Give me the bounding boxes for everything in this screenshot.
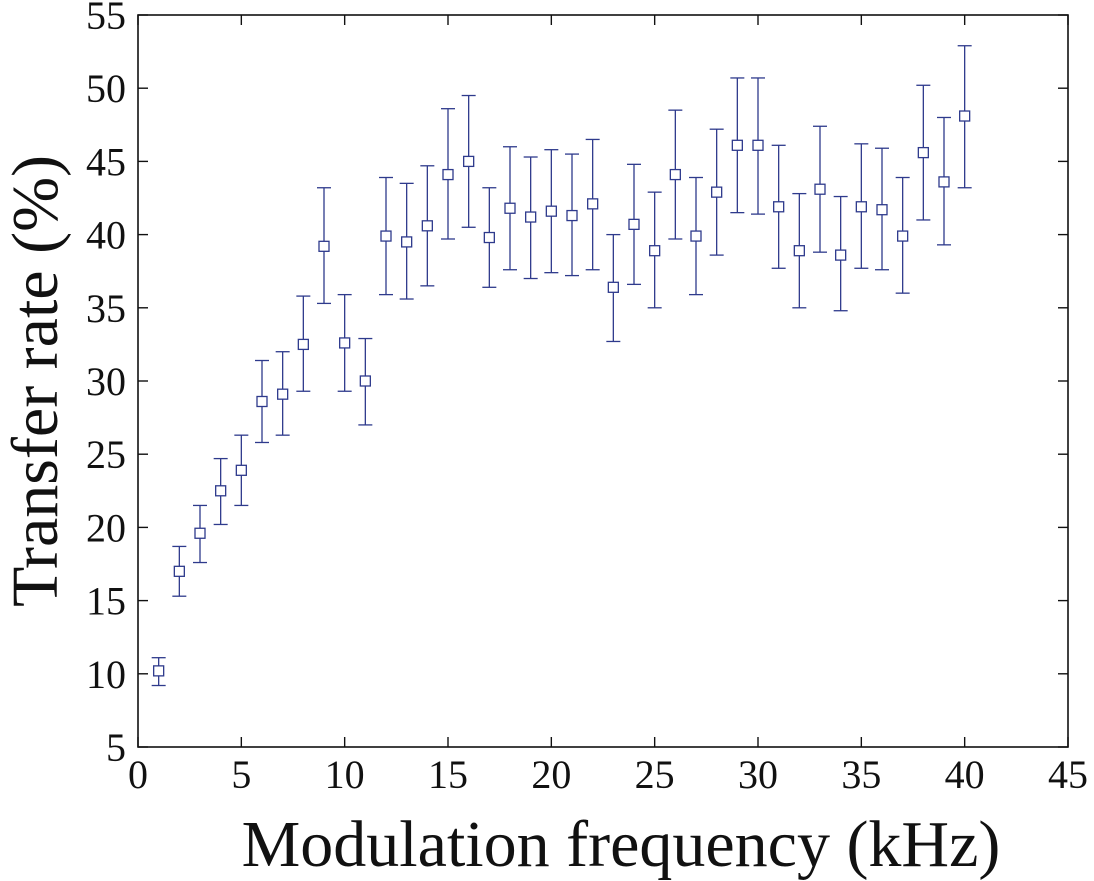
data-point-marker [876,204,888,216]
data-point-marker [545,205,557,217]
data-point-marker [194,527,206,539]
data-point-marker [690,230,702,242]
data-point-marker [566,209,578,222]
x-tick-label: 40 [945,752,985,797]
data-point-marker [504,202,516,214]
y-axis-title: Transfer rate (%) [0,155,72,607]
y-tick-label: 15 [86,579,126,624]
data-point-marker [215,485,227,497]
data-point-marker [607,281,619,293]
data-point-marker [731,139,743,151]
y-tick-label: 10 [86,652,126,697]
data-point-marker [463,155,475,168]
x-axis-title: Modulation frequency (kHz) [242,808,1001,881]
data-point-marker [525,211,537,223]
data-point-marker [855,201,867,213]
data-point-marker [649,245,661,257]
data-point-marker [318,240,330,252]
data-point-marker [938,176,950,188]
y-tick-label: 35 [86,286,126,331]
data-point-marker [959,110,971,122]
x-tick-label: 35 [841,752,881,797]
data-point-marker [752,139,764,151]
x-tick-label: 20 [531,752,571,797]
data-point-marker [669,168,681,181]
data-point-marker [380,230,392,242]
data-point-marker [401,236,413,248]
data-point-marker [773,201,785,213]
data-point-marker [628,218,640,231]
y-tick-label: 40 [86,213,126,258]
data-point-marker [587,198,599,210]
data-point-marker [235,464,247,476]
x-tick-label: 5 [231,752,251,797]
x-tick-label: 45 [1048,752,1088,797]
plot-frame [137,14,1069,748]
data-point-marker [483,231,495,244]
data-point-marker [173,565,185,577]
x-tick-label: 30 [738,752,778,797]
y-tick-label: 5 [106,725,126,770]
data-point-marker [153,665,165,677]
data-point-marker [339,337,351,349]
y-tick-label: 20 [86,505,126,550]
data-points [151,45,972,687]
x-tick-label: 15 [428,752,468,797]
data-point-marker [442,168,454,181]
x-tick-label: 0 [128,752,148,797]
data-point-marker [421,220,433,232]
data-point-marker [711,186,723,198]
data-point-marker [277,388,289,400]
data-point-marker [917,146,929,159]
data-point-marker [297,338,309,351]
x-tick-label: 10 [325,752,365,797]
y-tick-label: 30 [86,359,126,404]
y-tick-label: 55 [86,0,126,38]
data-point-marker [793,245,805,257]
data-point-marker [256,395,268,408]
y-tick-label: 50 [86,66,126,111]
data-point-marker [835,249,847,261]
data-point-marker [814,183,826,195]
y-tick-label: 25 [86,432,126,477]
y-tick-label: 45 [86,139,126,184]
data-point-marker [897,230,909,242]
data-point-marker [359,375,371,387]
x-tick-label: 25 [635,752,675,797]
